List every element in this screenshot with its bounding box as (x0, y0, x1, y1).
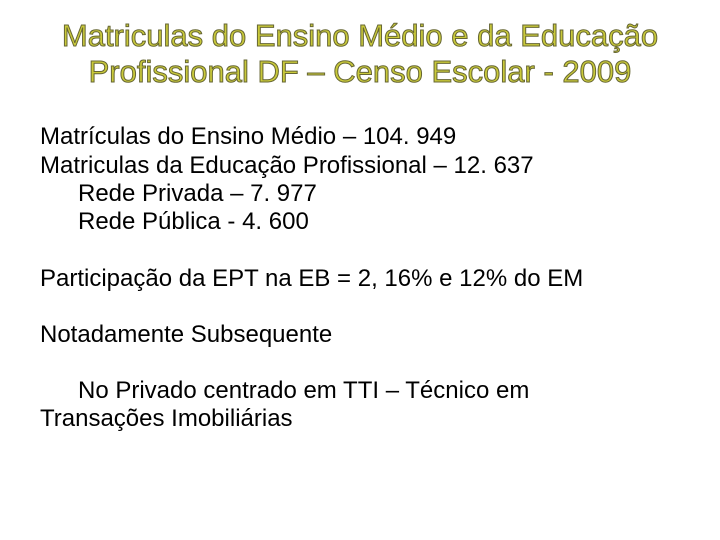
slide-title: Matriculas do Ensino Médio e da Educação… (40, 18, 680, 89)
title-line-1: Matriculas do Ensino Médio e da Educação (62, 18, 658, 53)
spacer-1 (40, 237, 680, 265)
title-line-2: Profissional DF – Censo Escolar - 2009 (89, 54, 632, 89)
slide-container: Matriculas do Ensino Médio e da Educação… (0, 0, 720, 540)
body-line-2: Matriculas da Educação Profissional – 12… (40, 152, 680, 180)
body-line-4: Rede Pública - 4. 600 (40, 208, 680, 236)
spacer-2 (40, 293, 680, 321)
subsequent-line: Notadamente Subsequente (40, 321, 680, 349)
body-line-3: Rede Privada – 7. 977 (40, 180, 680, 208)
spacer-3 (40, 349, 680, 377)
slide-body: Matrículas do Ensino Médio – 104. 949 Ma… (40, 123, 680, 434)
private-line-2: Transações Imobiliárias (40, 405, 680, 433)
body-line-1: Matrículas do Ensino Médio – 104. 949 (40, 123, 680, 151)
private-line-1: No Privado centrado em TTI – Técnico em (40, 377, 680, 405)
participation-line: Participação da EPT na EB = 2, 16% e 12%… (40, 265, 680, 293)
